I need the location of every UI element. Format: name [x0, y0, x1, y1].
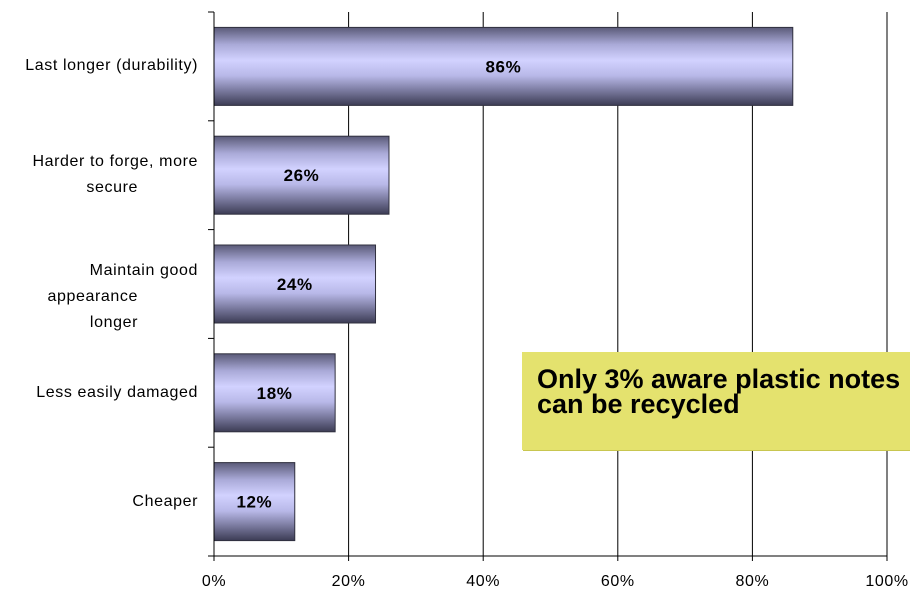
callout-box: Only 3% aware plastic notes can be recyc… — [522, 352, 910, 450]
bar — [213, 244, 377, 324]
category-label: Last longer (durability) — [2, 53, 198, 79]
category-label: Maintain good appearance longer — [2, 258, 198, 336]
category-label: Cheaper — [2, 489, 198, 515]
data-label: 12% — [236, 493, 272, 512]
category-label-line: Maintain good — [89, 262, 198, 279]
data-label: 18% — [257, 384, 293, 403]
bar — [213, 462, 296, 542]
data-label: 24% — [277, 275, 313, 294]
data-label: 26% — [284, 166, 320, 185]
x-tick-labels: 0% 20% 40% 60% 80% 100% — [202, 573, 908, 589]
axes — [208, 11, 888, 561]
x-tick-label: 80% — [735, 573, 769, 589]
x-tick-label: 20% — [332, 573, 366, 589]
category-label-line: Cheaper — [132, 492, 198, 510]
data-label: 86% — [485, 57, 521, 76]
x-tick-label: 40% — [466, 573, 500, 589]
category-label-line: appearance longer — [47, 288, 138, 331]
category-label-line: Last longer (durability) — [25, 57, 198, 75]
bar — [213, 26, 794, 106]
category-label-line: Harder to forge, more — [32, 153, 198, 171]
x-tick-label: 100% — [865, 573, 908, 589]
bar — [213, 353, 336, 433]
category-label: Less easily damaged — [2, 380, 198, 406]
bars: 86% 26% 24% 18% 12% — [213, 26, 794, 542]
category-label-line: secure — [86, 179, 138, 197]
category-label: Harder to forge, more secure — [2, 149, 198, 201]
x-tick-label: 0% — [202, 573, 226, 589]
bar — [213, 135, 390, 215]
x-tick-label: 60% — [601, 573, 635, 589]
category-label-line: Less easily damaged — [36, 383, 198, 401]
